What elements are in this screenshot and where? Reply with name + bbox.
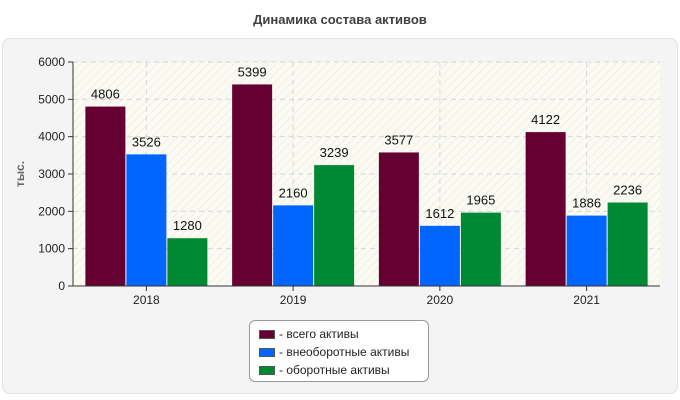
bar [525, 132, 566, 286]
bar [167, 238, 208, 286]
x-tick-label: 2018 [133, 293, 160, 307]
y-tick-label: 6000 [38, 55, 65, 69]
bar [314, 165, 355, 286]
y-tick-label: 5000 [38, 92, 65, 106]
legend-swatch [259, 365, 275, 375]
bar [85, 106, 126, 287]
legend: - всего активы - внеоборотные активы - обо… [249, 320, 429, 382]
legend-swatch [259, 347, 275, 357]
bar [566, 215, 607, 286]
data-label: 1612 [425, 206, 454, 221]
bar [607, 202, 648, 286]
data-label: 5399 [238, 64, 267, 79]
legend-label: - всего активы [279, 327, 359, 341]
bar [232, 84, 273, 286]
data-label: 2160 [279, 185, 308, 200]
x-tick-label: 2020 [427, 293, 454, 307]
data-label: 2236 [613, 183, 642, 198]
bar [419, 225, 460, 286]
y-tick-label: 0 [58, 279, 65, 293]
legend-swatch [259, 329, 275, 339]
data-label: 4806 [91, 87, 120, 102]
y-tick-label: 3000 [38, 167, 65, 181]
bar [126, 154, 167, 286]
data-label: 1965 [466, 193, 495, 208]
data-label: 3577 [384, 132, 413, 147]
data-label: 3526 [132, 134, 161, 149]
y-tick-label: 4000 [38, 130, 65, 144]
y-axis-title: тыс. [13, 161, 27, 187]
bar [460, 212, 501, 286]
data-label: 3239 [320, 145, 349, 160]
bars [85, 84, 648, 287]
data-label: 1280 [173, 218, 202, 233]
labels: 0 1000 2000 3000 4000 5000 6000 4806 3526 1280 201… [13, 55, 642, 307]
legend-label: - внеоборотные активы [279, 345, 410, 359]
legend-item: - оборотные активы [259, 361, 428, 379]
x-tick-label: 2019 [280, 293, 307, 307]
axes [68, 61, 660, 291]
legend-label: - оборотные активы [279, 363, 390, 377]
x-tick-label: 2021 [573, 293, 600, 307]
chart-title: Динамика состава активов [253, 12, 427, 27]
bar [273, 205, 314, 286]
y-tick-label: 2000 [38, 204, 65, 218]
y-tick-label: 1000 [38, 242, 65, 256]
data-label: 1886 [572, 196, 601, 211]
legend-item: - внеоборотные активы [259, 343, 428, 361]
bar [378, 152, 419, 286]
data-label: 4122 [531, 112, 560, 127]
legend-item: - всего активы [259, 325, 428, 343]
